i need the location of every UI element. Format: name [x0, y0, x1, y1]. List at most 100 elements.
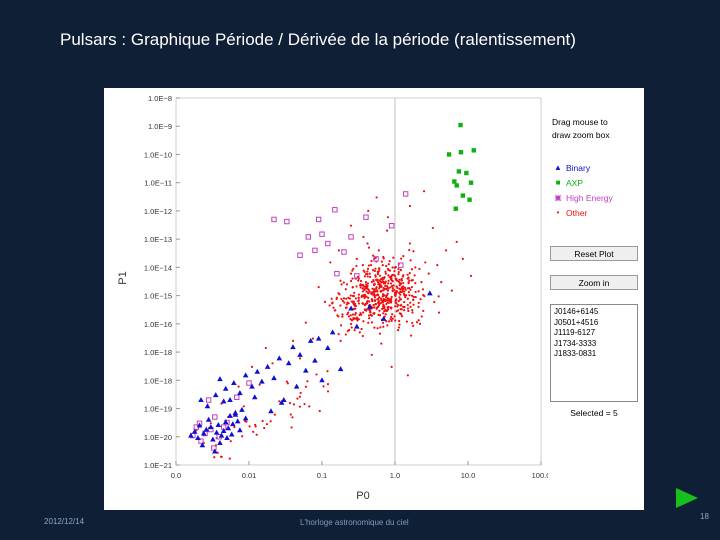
data-point-other[interactable]	[318, 409, 321, 413]
data-point-other[interactable]	[370, 353, 373, 356]
data-point-other[interactable]	[392, 284, 395, 287]
data-point-other[interactable]	[261, 419, 264, 423]
data-point-other[interactable]	[339, 324, 343, 327]
data-point-other[interactable]	[358, 313, 361, 317]
data-point-high-energy[interactable]	[312, 247, 318, 254]
data-point-other[interactable]	[296, 397, 299, 400]
data-point-other[interactable]	[385, 296, 388, 299]
data-point-high-energy[interactable]	[297, 252, 303, 258]
data-point-other[interactable]	[408, 242, 412, 245]
data-point-other[interactable]	[387, 301, 390, 305]
data-point-other[interactable]	[385, 302, 388, 306]
data-point-other[interactable]	[437, 295, 440, 298]
data-point-binary[interactable]	[222, 385, 229, 391]
data-point-other[interactable]	[337, 249, 340, 252]
data-point-other[interactable]	[377, 249, 380, 252]
data-point-other[interactable]	[402, 285, 405, 288]
data-point-other[interactable]	[400, 286, 403, 289]
data-point-axp[interactable]	[452, 179, 457, 184]
data-point-other[interactable]	[333, 309, 336, 312]
data-point-binary[interactable]	[242, 372, 249, 378]
data-point-other[interactable]	[363, 295, 366, 298]
data-point-other[interactable]	[341, 313, 344, 316]
data-point-other[interactable]	[385, 264, 388, 268]
data-point-other[interactable]	[380, 342, 383, 345]
data-point-other[interactable]	[372, 290, 376, 294]
data-point-other[interactable]	[382, 321, 385, 325]
data-point-other[interactable]	[349, 322, 353, 326]
data-point-other[interactable]	[410, 286, 413, 289]
data-point-other[interactable]	[326, 390, 330, 393]
data-point-other[interactable]	[396, 329, 400, 332]
data-point-other[interactable]	[398, 319, 401, 323]
data-point-other[interactable]	[393, 294, 397, 297]
data-point-high-energy[interactable]	[205, 397, 212, 403]
reset-plot-button[interactable]: Reset Plot	[550, 246, 638, 261]
data-point-other[interactable]	[391, 313, 394, 316]
data-point-other[interactable]	[292, 403, 296, 406]
data-point-binary[interactable]	[276, 355, 283, 361]
data-point-other[interactable]	[323, 300, 327, 303]
data-point-other[interactable]	[362, 311, 365, 314]
data-point-binary[interactable]	[227, 412, 233, 418]
data-point-other[interactable]	[376, 327, 379, 330]
data-point-other[interactable]	[378, 279, 381, 282]
data-point-other[interactable]	[344, 333, 347, 336]
data-point-other[interactable]	[213, 456, 216, 459]
data-point-other[interactable]	[367, 314, 371, 317]
data-point-other[interactable]	[359, 279, 363, 283]
data-point-other[interactable]	[361, 302, 364, 305]
data-point-other[interactable]	[380, 301, 383, 304]
data-point-other[interactable]	[355, 264, 358, 267]
data-point-other[interactable]	[406, 307, 410, 310]
data-point-other[interactable]	[373, 299, 377, 302]
data-point-other[interactable]	[339, 339, 342, 342]
data-point-other[interactable]	[388, 320, 391, 323]
data-point-other[interactable]	[273, 413, 276, 416]
data-point-binary[interactable]	[211, 448, 218, 454]
pulsar-scatter-plot[interactable]: 1.0E−8 1.0E−9 1.0E−10 1.0E−11 1.0E−12 1.0E−13…	[104, 88, 548, 510]
data-point-other[interactable]	[402, 281, 405, 285]
data-point-other[interactable]	[384, 308, 387, 312]
data-point-high-energy[interactable]	[284, 218, 290, 225]
data-point-other[interactable]	[402, 255, 405, 258]
data-point-other[interactable]	[393, 269, 396, 273]
data-point-binary[interactable]	[312, 357, 318, 363]
data-point-other[interactable]	[387, 274, 390, 277]
data-point-other[interactable]	[373, 296, 377, 299]
data-point-other[interactable]	[408, 294, 411, 297]
data-point-other[interactable]	[397, 280, 400, 283]
data-point-other[interactable]	[353, 291, 356, 294]
data-point-binary[interactable]	[230, 421, 236, 427]
data-point-other[interactable]	[409, 334, 413, 337]
data-point-binary[interactable]	[303, 367, 309, 373]
data-point-other[interactable]	[375, 278, 378, 281]
data-point-binary[interactable]	[315, 335, 322, 341]
pulsar-list-item[interactable]: J1833-0831	[554, 349, 597, 358]
data-point-other[interactable]	[406, 273, 409, 276]
data-point-other[interactable]	[398, 323, 401, 326]
data-point-binary[interactable]	[199, 442, 206, 448]
data-point-other[interactable]	[337, 332, 340, 336]
data-point-other[interactable]	[291, 339, 295, 342]
data-point-other[interactable]	[433, 300, 436, 304]
data-point-other[interactable]	[346, 301, 349, 304]
data-point-other[interactable]	[391, 317, 394, 320]
data-point-binary[interactable]	[268, 408, 274, 414]
data-point-other[interactable]	[367, 264, 370, 267]
data-point-other[interactable]	[369, 311, 372, 314]
data-point-other[interactable]	[229, 440, 232, 443]
data-point-other[interactable]	[355, 257, 358, 260]
data-point-other[interactable]	[372, 283, 376, 287]
data-point-other[interactable]	[398, 278, 401, 281]
data-point-other[interactable]	[412, 250, 415, 253]
data-point-binary[interactable]	[203, 426, 210, 432]
data-point-other[interactable]	[418, 322, 422, 325]
data-point-other[interactable]	[353, 302, 357, 306]
data-point-other[interactable]	[308, 405, 311, 408]
data-point-other[interactable]	[372, 312, 376, 315]
data-point-other[interactable]	[390, 365, 393, 368]
data-point-high-energy[interactable]	[373, 256, 379, 262]
data-point-high-energy[interactable]	[332, 207, 338, 213]
data-point-binary[interactable]	[254, 368, 261, 374]
